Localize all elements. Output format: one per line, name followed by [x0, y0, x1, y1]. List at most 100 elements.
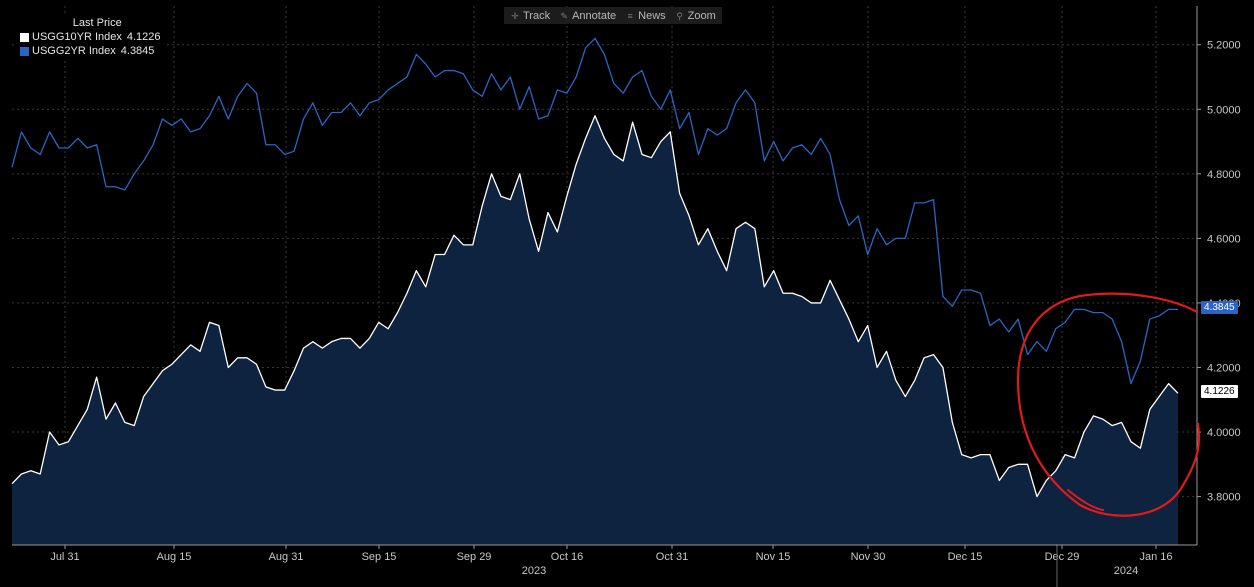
series-2yr-point	[228, 118, 229, 119]
series-2yr-point	[482, 96, 483, 97]
series-10yr-point	[858, 341, 859, 342]
series-2yr-point	[350, 102, 351, 103]
area-fill-layer	[12, 115, 1178, 546]
series-2yr-point	[1046, 351, 1047, 352]
series-10yr-point	[895, 380, 896, 381]
track-tool[interactable]: ✛ Track	[510, 10, 550, 22]
x-tick-label: Dec 29	[1045, 551, 1080, 563]
series-2yr-point	[576, 76, 577, 77]
series-10yr-point	[886, 351, 887, 352]
x-tick-label: Oct 16	[551, 551, 583, 563]
x-tick-label: Dec 15	[948, 551, 983, 563]
legend-entry-2yr[interactable]: USGG2YR Index 4.3845	[20, 44, 161, 58]
series-2yr-point	[632, 76, 633, 77]
annotate-tool[interactable]: ✎ Annotate	[559, 10, 616, 22]
series-10yr-point	[115, 402, 116, 403]
series-2yr-point	[801, 144, 802, 145]
series-10yr-point	[275, 389, 276, 390]
series-2yr-point	[613, 83, 614, 84]
series-10yr-point	[924, 357, 925, 358]
series-2yr-point	[1074, 309, 1075, 310]
series-10yr-point	[1027, 464, 1028, 465]
series-2yr-point	[416, 54, 417, 55]
series-10yr-point	[519, 173, 520, 174]
series-2yr-point	[989, 325, 990, 326]
series-2yr-point	[792, 147, 793, 148]
series-10yr-point	[773, 270, 774, 271]
series-10yr-point	[782, 293, 783, 294]
series-2yr-point	[679, 128, 680, 129]
series-10yr-point	[820, 302, 821, 303]
series-10yr-point	[1083, 431, 1084, 432]
series-2yr-point	[651, 96, 652, 97]
series-2yr-point	[341, 112, 342, 113]
series-2yr-point	[717, 135, 718, 136]
series-10yr-point	[839, 299, 840, 300]
series-10yr-point	[491, 173, 492, 174]
x-tick-label: Aug 31	[269, 551, 304, 563]
series-2yr-point	[143, 160, 144, 161]
y-tick-label: 4.2000	[1207, 362, 1241, 374]
series-10yr-point	[1177, 393, 1178, 394]
series-2yr-point	[670, 89, 671, 90]
series-10yr-point	[764, 286, 765, 287]
series-2yr-point	[331, 112, 332, 113]
series-10yr-point	[1008, 467, 1009, 468]
series-2yr-point	[1130, 383, 1131, 384]
series-2yr-point	[754, 102, 755, 103]
series-10yr-point	[980, 454, 981, 455]
series-10yr-line[interactable]	[11, 115, 1179, 498]
series-lines-layer	[11, 37, 1179, 498]
series-10yr-point	[209, 322, 210, 323]
series-10yr-point	[21, 473, 22, 474]
series-10yr-point	[811, 302, 812, 303]
series-10yr-point	[905, 396, 906, 397]
series-10yr-point	[162, 370, 163, 371]
series-2yr-point	[1177, 309, 1178, 310]
series-10yr-point	[754, 228, 755, 229]
series-2yr-point	[914, 202, 915, 203]
series-2yr-point	[453, 70, 454, 71]
series-10yr-point	[218, 325, 219, 326]
series-10yr-point	[1065, 454, 1066, 455]
series-2yr-point	[688, 112, 689, 113]
legend-swatch-2yr	[20, 46, 29, 56]
series-10yr-point	[942, 367, 943, 368]
series-10yr-point	[1121, 422, 1122, 423]
series-10yr-point	[1112, 425, 1113, 426]
series-2yr-point	[378, 99, 379, 100]
series-2yr-point	[444, 70, 445, 71]
series-10yr-point	[726, 270, 727, 271]
series-2yr-point	[312, 102, 313, 103]
series-2yr-point	[1018, 318, 1019, 319]
series-10yr-point	[613, 154, 614, 155]
series-2yr-point	[1055, 328, 1056, 329]
series-2yr-point	[246, 83, 247, 84]
y-tick-label: 5.2000	[1207, 40, 1241, 52]
series-2yr-point	[604, 54, 605, 55]
series-2yr-point	[463, 73, 464, 74]
series-10yr-point	[623, 160, 624, 161]
series-2yr-point	[425, 63, 426, 64]
series-2yr-line[interactable]	[11, 37, 1178, 385]
series-10yr-point	[604, 138, 605, 139]
crosshair-icon: ✛	[511, 10, 519, 21]
series-10yr-point	[529, 218, 530, 219]
red-circle-annotation	[1016, 292, 1201, 517]
series-10yr-point	[303, 348, 304, 349]
series-10yr-point	[11, 483, 12, 484]
y-tick-label: 4.6000	[1207, 233, 1241, 245]
series-10yr-point	[1159, 396, 1160, 397]
series-10yr-point	[416, 270, 417, 271]
news-tool[interactable]: ≡ News	[625, 10, 666, 22]
series-10yr-point	[1093, 415, 1094, 416]
series-2yr-point	[190, 131, 191, 132]
series-10yr-point	[510, 199, 511, 200]
magnifier-icon: ⚲	[676, 10, 683, 21]
legend-entry-10yr[interactable]: USGG10YR Index 4.1226	[20, 30, 161, 44]
zoom-tool[interactable]: ⚲ Zoom	[675, 10, 715, 22]
series-10yr-point	[698, 244, 699, 245]
series-2yr-point	[924, 202, 925, 203]
series-2yr-point	[406, 76, 407, 77]
